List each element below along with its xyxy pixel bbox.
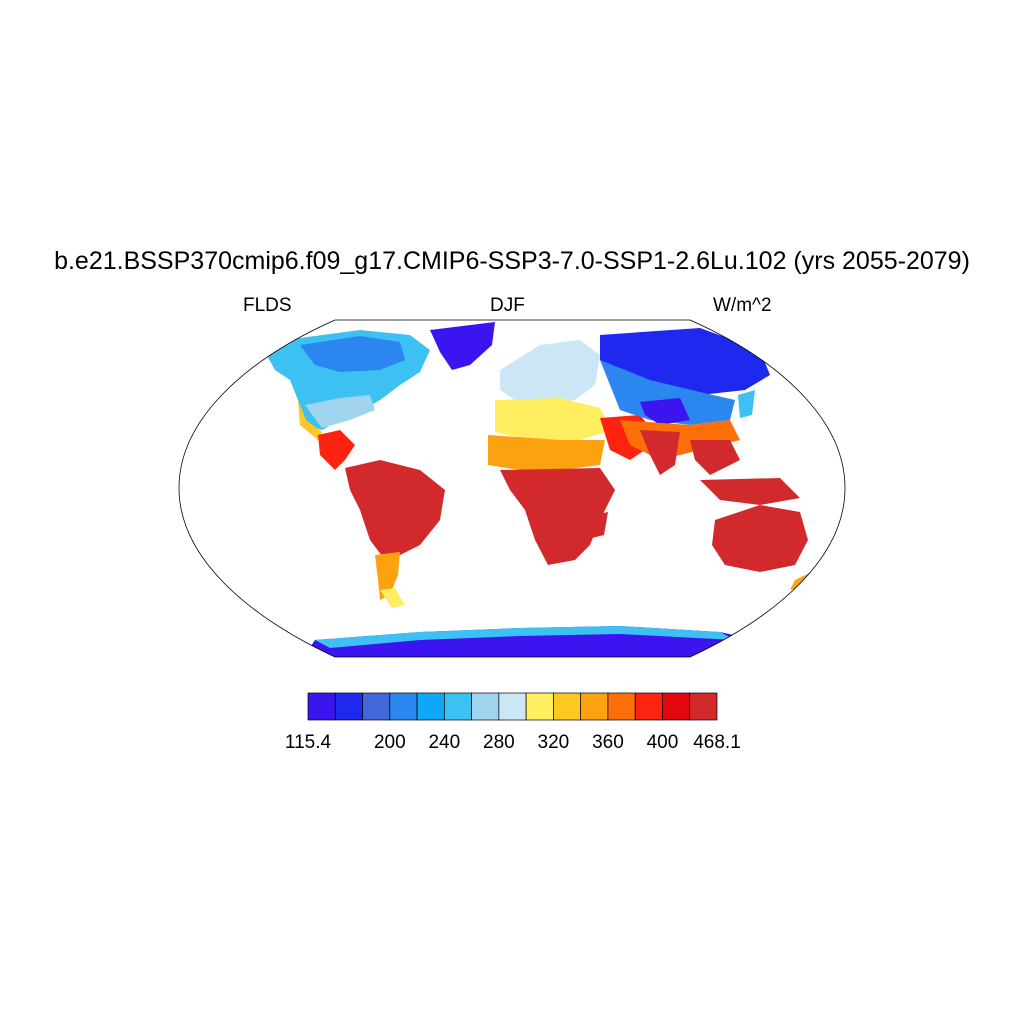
- colorbar-swatch: [553, 692, 582, 721]
- globe-outline: [178, 319, 846, 658]
- north-america-cold: [300, 336, 405, 372]
- southeast-asia: [690, 440, 740, 475]
- colorbar-tick-label: 240: [428, 732, 461, 753]
- north-africa-warm: [495, 398, 612, 440]
- madagascar: [592, 512, 608, 538]
- central-america-region: [318, 430, 355, 470]
- land-field: [265, 322, 820, 657]
- colorbar-tick-label: 468.1: [693, 732, 741, 753]
- europe-region: [500, 340, 600, 405]
- variable-label: FLDS: [243, 295, 292, 316]
- season-label: DJF: [490, 295, 525, 316]
- colorbar-tick-label: 400: [646, 732, 679, 753]
- colorbar-swatch: [416, 692, 445, 721]
- colorbar-swatch: [607, 692, 636, 721]
- colorbar-swatch: [334, 692, 363, 721]
- south-america-south: [375, 552, 400, 600]
- south-america-tip: [380, 588, 405, 608]
- south-america-region: [345, 460, 445, 560]
- colorbar-swatch: [498, 692, 527, 721]
- greenland-region: [430, 322, 495, 370]
- colorbar-swatch: [525, 692, 554, 721]
- colorbar-tick-label: 280: [483, 732, 515, 753]
- colorbar-tick-label: 200: [373, 732, 406, 753]
- africa-region: [500, 468, 615, 565]
- colorbar-swatch: [471, 692, 500, 721]
- asia-mid: [600, 360, 735, 425]
- colorbar-tick-label: 320: [537, 732, 570, 753]
- japan-region: [738, 390, 755, 418]
- new-zealand: [790, 568, 820, 590]
- colorbar-swatch: [634, 692, 663, 721]
- antarctica-edge: [315, 626, 735, 648]
- colorbar-swatch: [443, 692, 472, 721]
- units-label: W/m^2: [713, 295, 772, 316]
- colorbar-swatch: [307, 692, 336, 721]
- colorbar-swatch: [580, 692, 609, 721]
- tibet-region: [640, 398, 690, 425]
- africa-sahel: [488, 435, 605, 470]
- colorbar-swatch: [662, 692, 691, 721]
- colorbar-tick-label: 360: [592, 732, 624, 753]
- indonesia-region: [700, 478, 800, 505]
- north-america-warm: [305, 395, 375, 428]
- north-america-edge: [298, 400, 322, 440]
- colorbar: [307, 692, 718, 721]
- india-region: [640, 430, 680, 475]
- colorbar-swatch: [389, 692, 418, 721]
- colorbar-swatch: [689, 692, 718, 721]
- colorbar-swatch: [362, 692, 391, 721]
- plot-title: b.e21.BSSP370cmip6.f09_g17.CMIP6-SSP3-7.…: [54, 247, 970, 275]
- colorbar-tick-label: 115.4: [284, 732, 332, 753]
- australia-region: [712, 505, 808, 572]
